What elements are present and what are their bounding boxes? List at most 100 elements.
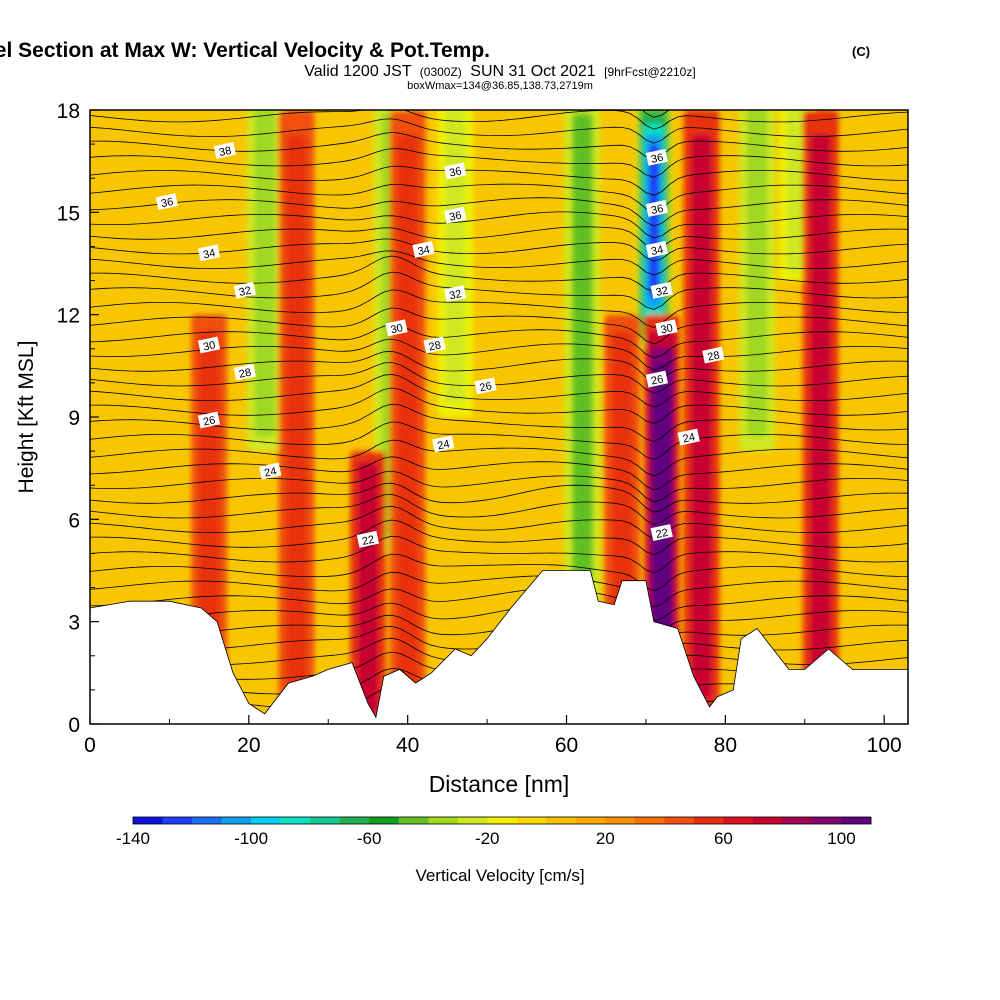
subtitle-forecast: [9hrFcst@2210z]: [604, 65, 696, 79]
updraft-band: [691, 134, 712, 700]
contour-label-text: 34: [650, 244, 664, 258]
contour-label-bg: [233, 281, 256, 299]
contour-label: 32: [233, 281, 256, 299]
contour-label-text: 32: [238, 285, 252, 299]
theta-contour-line: [90, 535, 908, 574]
theta-contour-line: [90, 350, 908, 382]
theta-contour-line: [90, 505, 908, 539]
contour-label-text: 28: [428, 339, 442, 353]
theta-contour-line: [90, 362, 908, 394]
colorbar-tick-label: -20: [475, 829, 500, 848]
contour-label-bg: [213, 141, 237, 159]
contour-label-text: 24: [436, 438, 450, 452]
contour-label: 34: [645, 240, 669, 258]
x-tick-label: 0: [84, 734, 96, 757]
y-tick-label: 18: [57, 100, 80, 123]
y-axis-label: Height [Kft MSL]: [15, 341, 38, 494]
downdraft-band: [444, 110, 466, 405]
contour-label-text: 34: [417, 244, 431, 258]
contour-label-text: 26: [650, 373, 664, 387]
colorbar-swatch: [723, 817, 754, 824]
contour-label-text: 36: [448, 210, 462, 224]
contour-label-bg: [356, 530, 380, 548]
contour-label: 30: [197, 336, 221, 354]
contour-label-bg: [650, 281, 673, 299]
contour-label: 32: [444, 285, 467, 303]
contour-label: 24: [259, 462, 282, 480]
contour-label-text: 24: [263, 465, 277, 479]
contour-label-bg: [233, 363, 256, 381]
contour-label-bg: [423, 336, 446, 354]
chart-title-main: Wind-Parallel Section at Max W: Vertical…: [0, 39, 490, 62]
contour-label: 22: [356, 530, 380, 548]
updraft-band: [656, 380, 668, 659]
contour-label-text: 30: [390, 322, 404, 336]
colorbar-swatch: [693, 817, 724, 824]
contour-label: 26: [474, 377, 497, 394]
x-tick-label: 20: [237, 734, 260, 757]
updraft-band: [357, 462, 379, 714]
contour-label-bg: [702, 346, 725, 364]
y-tick-label: 3: [68, 612, 80, 635]
colorbar-label: Vertical Velocity [cm/s]: [415, 866, 584, 885]
contour-label-bg: [432, 435, 455, 453]
colorbar-swatch: [369, 817, 399, 824]
contour-label: 22: [650, 524, 673, 541]
colorbar-tick-label: 100: [827, 829, 855, 848]
y-tick-label: 9: [68, 407, 80, 430]
x-tick-label: 80: [714, 734, 737, 757]
colorbar-swatch: [575, 817, 606, 824]
theta-contour-line: [90, 289, 908, 328]
theta-contour-line: [90, 403, 908, 442]
theta-contour-line: [90, 118, 908, 144]
theta-contour-line: [90, 271, 908, 310]
colorbar-swatch: [634, 817, 665, 824]
contour-label: 32: [650, 281, 673, 299]
colorbar-swatch: [811, 817, 842, 824]
contour-label-bg: [197, 244, 221, 262]
theta-contour-line: [90, 226, 908, 250]
subtitle-valid-time: Valid 1200 JST: [304, 63, 412, 80]
y-tick-label: 0: [68, 714, 80, 737]
contour-label: 30: [655, 319, 678, 336]
contour-label-bg: [259, 462, 282, 480]
contour-label: 34: [197, 244, 221, 262]
colorbar-swatch: [782, 817, 813, 824]
theta-contour-line: [90, 165, 908, 196]
contour-label: 36: [444, 162, 467, 180]
contour-label-bg: [645, 199, 669, 217]
contour-label: 36: [444, 206, 467, 224]
colorbar-swatch: [192, 817, 222, 824]
colorbar-swatch: [398, 817, 429, 824]
x-tick-label: 40: [396, 734, 419, 757]
theta-contour-line: [90, 255, 908, 292]
contour-label-text: 22: [361, 534, 375, 548]
x-tick-label: 100: [867, 734, 902, 757]
contour-label-bg: [645, 148, 669, 166]
colorbar-tick-label: 60: [714, 829, 733, 848]
contour-label: 28: [423, 336, 446, 354]
contour-label: 28: [233, 363, 256, 381]
colorbar-swatch: [546, 817, 577, 824]
x-axis-label: Distance [nm]: [429, 771, 570, 797]
theta-contour-line: [90, 470, 908, 503]
contour-label-text: 24: [682, 431, 696, 445]
contour-label-text: 36: [650, 203, 664, 217]
downdraft-band: [254, 110, 276, 437]
y-tick-label: 12: [57, 305, 80, 328]
theta-contour-line: [90, 519, 908, 556]
contour-label-bg: [444, 285, 467, 303]
theta-contour-line: [90, 238, 908, 262]
contour-label-text: 36: [650, 152, 664, 166]
chart-title-suffix: (C): [852, 44, 870, 59]
theta-contour-line: [90, 250, 908, 276]
contour-label: 24: [677, 428, 700, 446]
contour-label-text: 32: [655, 285, 669, 299]
theta-contour-line: [90, 307, 908, 345]
contour-label-text: 36: [160, 196, 174, 210]
colorbar-tick-label: 20: [596, 829, 615, 848]
theta-contour-line: [90, 387, 908, 424]
theta-contour-line: [90, 571, 908, 608]
colorbar-swatch: [752, 817, 783, 824]
contour-labels: 38 36 36 36 36 36 34 34 34 32 32 32 30 30 30 28 28 28 26 26…: [155, 141, 725, 548]
